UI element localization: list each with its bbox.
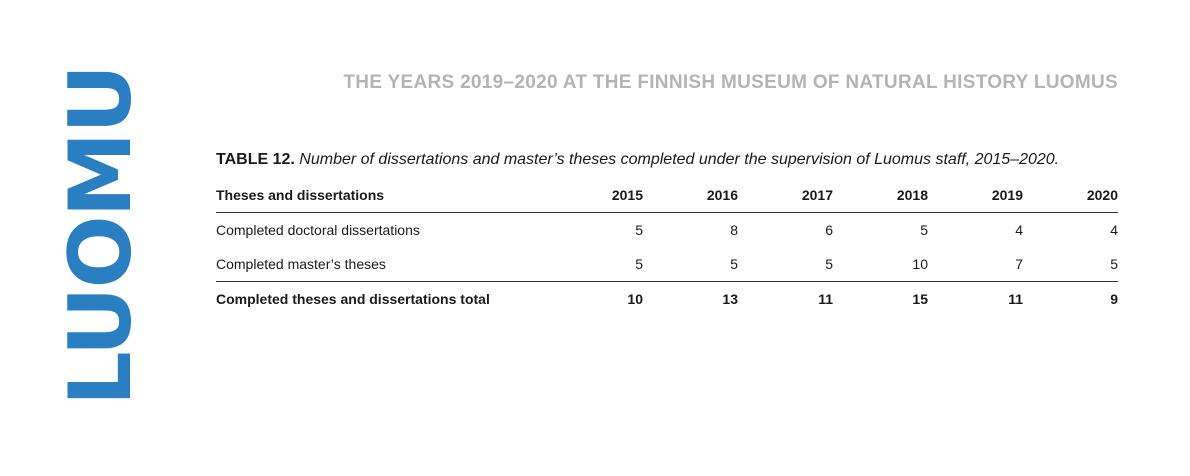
table-cell: 5	[635, 222, 643, 238]
total-cell: 10	[548, 281, 643, 316]
total-cell: 9	[1023, 281, 1118, 316]
table-total-row: Completed theses and dissertations total…	[216, 281, 1118, 316]
table-row: Completed doctoral dissertations 5 8 6 5…	[216, 213, 1118, 248]
total-label: Completed theses and dissertations total	[216, 281, 548, 316]
total-cell: 11	[738, 281, 833, 316]
column-header: 2020	[1023, 178, 1118, 213]
table-cell: 6	[825, 222, 833, 238]
table-row: Completed master’s theses 5 5 5 10 7 5	[216, 247, 1118, 282]
theses-table: Theses and dissertations 2015 2016 2017 …	[216, 178, 1118, 316]
column-header: 2018	[833, 178, 928, 213]
table-cell: 5	[730, 256, 738, 272]
total-cell: 11	[928, 281, 1023, 316]
table-cell: 5	[1110, 256, 1118, 272]
column-header: 2019	[928, 178, 1023, 213]
total-cell: 15	[833, 281, 928, 316]
table-cell: 4	[1110, 222, 1118, 238]
table-cell: 7	[1015, 256, 1023, 272]
table-caption-label: TABLE 12.	[216, 151, 295, 168]
luomus-logo: LUOMUS	[66, 70, 136, 406]
table-header-row: Theses and dissertations 2015 2016 2017 …	[216, 178, 1118, 213]
column-header: 2016	[643, 178, 738, 213]
total-cell: 13	[643, 281, 738, 316]
table-cell: 10	[912, 256, 928, 272]
column-header: Theses and dissertations	[216, 178, 548, 213]
table-cell: 8	[730, 222, 738, 238]
row-label: Completed master’s theses	[216, 256, 386, 272]
table-cell: 5	[920, 222, 928, 238]
column-header: 2017	[738, 178, 833, 213]
table-caption-text: Number of dissertations and master’s the…	[299, 151, 1060, 168]
column-header: 2015	[548, 178, 643, 213]
row-label: Completed doctoral dissertations	[216, 222, 420, 238]
table-cell: 5	[635, 256, 643, 272]
logo-text: LUOMUS	[66, 70, 136, 406]
table-cell: 4	[1015, 222, 1023, 238]
table-caption: TABLE 12. Number of dissertations and ma…	[216, 151, 1126, 169]
table-cell: 5	[825, 256, 833, 272]
page-header-title: THE YEARS 2019–2020 AT THE FINNISH MUSEU…	[343, 72, 1118, 93]
